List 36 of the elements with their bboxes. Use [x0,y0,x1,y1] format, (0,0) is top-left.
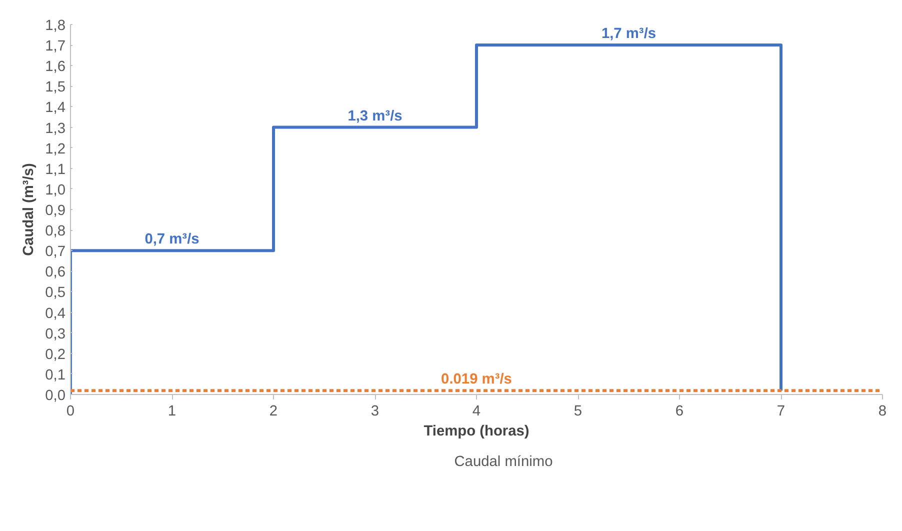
annotation: 0.019 m³/s [441,372,512,388]
y-tick-label: 0,4 [45,306,66,322]
y-tick-label: 1,6 [45,59,66,76]
x-tick-label: 6 [675,404,684,420]
x-tick-label: 8 [878,404,887,420]
annotation: 0,7 m³/s [144,232,200,248]
y-tick-label: 0,1 [45,367,66,384]
y-tick-label: 1,1 [45,162,66,178]
y-tick-label: 0,3 [45,326,66,342]
y-tick-label: 1,3 [45,120,66,137]
y-tick-label: 0,2 [45,346,66,363]
x-tick-label: 5 [574,404,582,420]
text: Caudal mínimo [454,454,553,470]
x-tick-label: 0 [66,404,75,420]
annotation: 1,7 m³/s [601,26,656,42]
y-tick-label: 1,4 [45,100,66,116]
y-tick-label: 1,2 [45,141,66,158]
y-tick-label: 0,5 [45,285,66,302]
x-axis-title: Tiempo (horas) [424,424,530,440]
y-axis-title: Caudal (m³/s) [21,162,38,256]
y-tick-label: 0,8 [45,224,66,240]
y-tick-label: 0,6 [45,264,66,281]
y-tick-label: 0,0 [45,388,66,404]
y-tick-label: 1,7 [45,38,66,55]
x-tick-label: 7 [776,404,786,420]
y-tick-label: 1,0 [45,182,66,198]
y-tick-label: 0,7 [45,244,66,260]
x-tick-label: 1 [168,404,176,420]
annotation: 1,3 m³/s [348,108,402,124]
y-tick-label: 1,8 [45,18,66,34]
x-tick-label: 3 [370,404,380,420]
x-tick-label: 2 [269,404,278,420]
y-tick-label: 0,9 [45,203,66,219]
y-tick-label: 1,5 [45,80,66,96]
x-tick-label: 4 [472,404,481,420]
line-series [70,44,782,394]
